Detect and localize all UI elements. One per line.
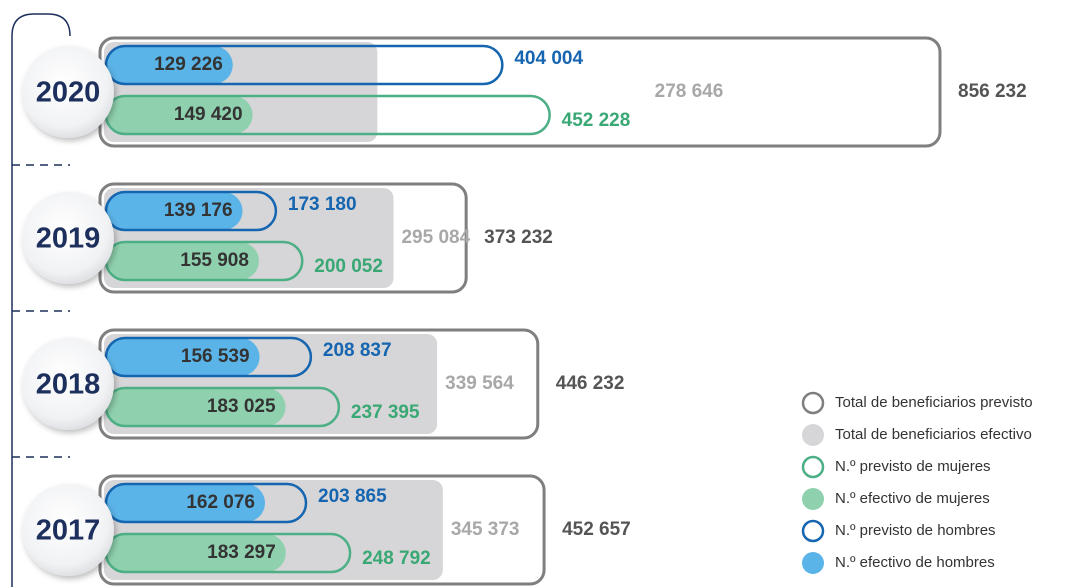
legend-label: Total de beneficiarios efectivo	[835, 426, 1032, 443]
total-previsto-label: 373 232	[484, 227, 553, 248]
hombres-efectivo-bar	[106, 46, 233, 84]
total-previsto-label: 856 232	[958, 81, 1027, 102]
mujeres-previsto-label: 237 395	[351, 402, 420, 423]
year-circle	[22, 192, 114, 284]
mujeres-efectivo-label: 183 297	[207, 542, 276, 563]
total-efectivo-label: 278 646	[655, 81, 724, 102]
mujeres-efectivo-bar	[106, 242, 259, 280]
mujeres-efectivo-label: 155 908	[180, 250, 249, 271]
hombres-efectivo-label: 129 226	[154, 54, 223, 75]
hombres-efectivo-bar	[106, 484, 266, 522]
hombres-previsto-bar	[104, 190, 278, 232]
hombres-efectivo-bar	[106, 192, 243, 230]
hombres-previsto-label: 173 180	[288, 194, 357, 215]
year-label: 2019	[36, 223, 101, 255]
hombres-previsto-label: 203 865	[318, 486, 387, 507]
total-efectivo-label: 339 564	[445, 373, 514, 394]
hombres-efectivo-label: 139 176	[164, 200, 233, 221]
mujeres-previsto-label: 248 792	[362, 548, 431, 569]
hombres-previsto-bar	[104, 336, 313, 378]
hombres-efectivo-bar	[106, 338, 260, 376]
total-previsto-label: 446 232	[556, 373, 625, 394]
legend-swatch	[802, 552, 824, 574]
total-previsto-label: 452 657	[562, 519, 631, 540]
legend-label: N.º efectivo de hombres	[835, 554, 995, 571]
legend-label: Total de beneficiarios previsto	[835, 394, 1033, 411]
legend-swatch	[801, 391, 825, 415]
mujeres-previsto-label: 200 052	[314, 256, 383, 277]
year-circle	[22, 338, 114, 430]
hombres-previsto-label: 208 837	[323, 340, 392, 361]
hombres-efectivo-label: 162 076	[186, 492, 255, 513]
hombres-previsto-label: 404 004	[514, 48, 583, 69]
legend-label: N.º efectivo de mujeres	[835, 490, 990, 507]
year-circle	[22, 46, 114, 138]
year-label: 2018	[36, 369, 101, 401]
legend-label: N.º previsto de hombres	[835, 522, 996, 539]
timeline	[11, 13, 71, 587]
mujeres-previsto-label: 452 228	[562, 110, 631, 131]
year-label: 2017	[36, 515, 101, 547]
legend-swatch	[801, 455, 825, 479]
hombres-efectivo-label: 156 539	[181, 346, 250, 367]
hombres-previsto-bar	[104, 44, 504, 86]
hombres-previsto-bar	[104, 482, 308, 524]
total-efectivo-label: 345 373	[451, 519, 520, 540]
total-efectivo-label: 295 084	[401, 227, 470, 248]
mujeres-efectivo-label: 149 420	[174, 104, 243, 125]
legend-swatch	[802, 424, 824, 446]
mujeres-efectivo-label: 183 025	[207, 396, 276, 417]
year-circle	[22, 484, 114, 576]
mujeres-efectivo-bar	[106, 388, 286, 426]
mujeres-efectivo-bar	[106, 96, 253, 134]
legend-swatch	[801, 519, 825, 543]
legend-label: N.º previsto de mujeres	[835, 458, 991, 475]
legend-swatch	[802, 488, 824, 510]
year-label: 2020	[36, 77, 101, 109]
mujeres-efectivo-bar	[106, 534, 286, 572]
